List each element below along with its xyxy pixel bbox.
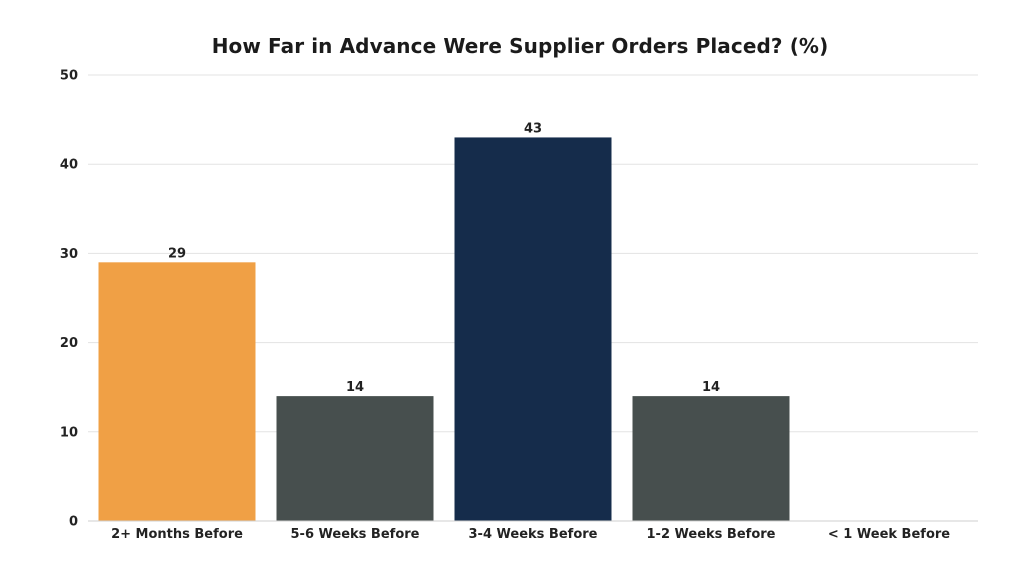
- data-label: 14: [702, 380, 720, 395]
- y-axis-ticks: 0 10 20 30 40 50: [60, 69, 78, 530]
- y-tick-label: 50: [60, 69, 78, 84]
- x-tick-label: 2+ Months Before: [111, 527, 243, 542]
- data-labels: 29 14 43 14: [168, 121, 720, 395]
- data-label: 43: [524, 121, 542, 136]
- bars: [98, 137, 790, 521]
- bar: [98, 262, 256, 521]
- y-tick-label: 40: [60, 158, 78, 173]
- y-tick-label: 10: [60, 425, 78, 440]
- y-tick-label: 20: [60, 336, 78, 351]
- x-axis-ticks: 2+ Months Before 5-6 Weeks Before 3-4 Week…: [111, 527, 950, 542]
- bar: [454, 137, 612, 521]
- chart-title: How Far in Advance Were Supplier Orders …: [211, 34, 829, 58]
- x-tick-label: 3-4 Weeks Before: [469, 527, 598, 542]
- bar: [276, 396, 434, 521]
- x-tick-label: 5-6 Weeks Before: [291, 527, 420, 542]
- data-label: 14: [346, 380, 364, 395]
- data-label: 29: [168, 246, 186, 261]
- bar: [632, 396, 790, 521]
- x-tick-label: < 1 Week Before: [828, 527, 950, 542]
- y-tick-label: 30: [60, 247, 78, 262]
- x-tick-label: 1-2 Weeks Before: [647, 527, 776, 542]
- y-tick-label: 0: [69, 515, 78, 530]
